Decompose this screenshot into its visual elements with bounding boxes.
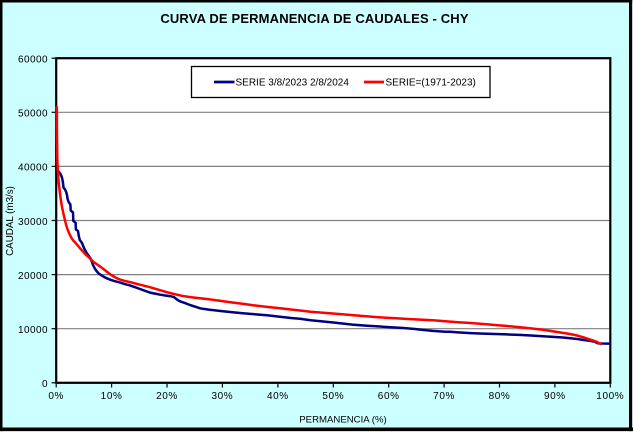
svg-text:80%: 80% [489,391,511,402]
svg-text:10000: 10000 [18,325,48,336]
svg-text:30000: 30000 [18,217,48,228]
svg-text:CAUDAL (m3/s): CAUDAL (m3/s) [5,186,16,256]
svg-text:60%: 60% [378,391,400,402]
svg-text:90%: 90% [544,391,566,402]
svg-text:40000: 40000 [18,163,48,174]
svg-text:50%: 50% [322,391,344,402]
svg-text:30%: 30% [211,391,233,402]
svg-text:0%: 0% [48,391,64,402]
svg-text:PERMANENCIA (%): PERMANENCIA (%) [299,415,386,426]
svg-text:20%: 20% [156,391,178,402]
svg-text:0: 0 [42,379,48,390]
svg-text:SERIE=(1971-2023): SERIE=(1971-2023) [386,78,476,89]
svg-text:50000: 50000 [18,109,48,120]
svg-text:100%: 100% [596,391,624,402]
svg-text:60000: 60000 [18,55,48,66]
svg-text:SERIE 3/8/2023 2/8/2024: SERIE 3/8/2023 2/8/2024 [236,78,350,89]
svg-text:10%: 10% [101,391,123,402]
svg-text:20000: 20000 [18,271,48,282]
svg-text:40%: 40% [267,391,289,402]
svg-text:CURVA DE PERMANENCIA DE CAUDAL: CURVA DE PERMANENCIA DE CAUDALES - CHY [160,11,469,26]
svg-text:70%: 70% [433,391,455,402]
